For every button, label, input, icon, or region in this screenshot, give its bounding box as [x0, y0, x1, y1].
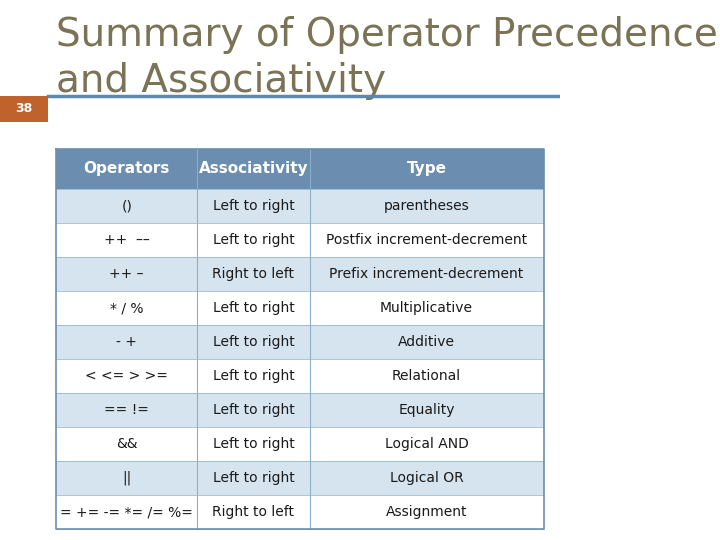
- FancyBboxPatch shape: [0, 96, 48, 122]
- Text: Left to right: Left to right: [212, 335, 294, 349]
- Text: Relational: Relational: [392, 369, 461, 383]
- Text: Right to left: Right to left: [212, 267, 294, 281]
- FancyBboxPatch shape: [56, 291, 544, 325]
- Text: Left to right: Left to right: [212, 233, 294, 247]
- Text: ||: ||: [122, 471, 131, 485]
- Text: Type: Type: [407, 161, 446, 176]
- Text: == !=: == !=: [104, 403, 149, 417]
- Text: * / %: * / %: [110, 301, 143, 315]
- Text: ++ –: ++ –: [109, 267, 144, 281]
- FancyBboxPatch shape: [56, 359, 544, 393]
- Text: Left to right: Left to right: [212, 437, 294, 451]
- Text: parentheses: parentheses: [384, 199, 469, 213]
- FancyBboxPatch shape: [56, 325, 544, 359]
- Text: (): (): [121, 199, 132, 213]
- Text: Left to right: Left to right: [212, 301, 294, 315]
- FancyBboxPatch shape: [56, 495, 544, 529]
- Text: Right to left: Right to left: [212, 505, 294, 519]
- Text: Multiplicative: Multiplicative: [380, 301, 473, 315]
- FancyBboxPatch shape: [56, 461, 544, 495]
- FancyBboxPatch shape: [56, 223, 544, 257]
- Text: Prefix increment-decrement: Prefix increment-decrement: [329, 267, 523, 281]
- Text: ++  ––: ++ ––: [104, 233, 150, 247]
- Text: Left to right: Left to right: [212, 199, 294, 213]
- Text: < <= > >=: < <= > >=: [85, 369, 168, 383]
- FancyBboxPatch shape: [56, 148, 544, 189]
- Text: Summary of Operator Precedence: Summary of Operator Precedence: [56, 16, 718, 54]
- Text: Left to right: Left to right: [212, 471, 294, 485]
- Text: and Associativity: and Associativity: [56, 62, 386, 100]
- Text: Left to right: Left to right: [212, 403, 294, 417]
- Text: Assignment: Assignment: [386, 505, 467, 519]
- Text: = += -= *= /= %=: = += -= *= /= %=: [60, 505, 193, 519]
- Text: Associativity: Associativity: [199, 161, 308, 176]
- Text: Additive: Additive: [398, 335, 455, 349]
- Text: Left to right: Left to right: [212, 369, 294, 383]
- Text: 38: 38: [15, 102, 32, 115]
- FancyBboxPatch shape: [56, 427, 544, 461]
- Text: - +: - +: [116, 335, 137, 349]
- Text: Equality: Equality: [398, 403, 455, 417]
- Text: Logical OR: Logical OR: [390, 471, 464, 485]
- Text: Logical AND: Logical AND: [384, 437, 469, 451]
- FancyBboxPatch shape: [56, 393, 544, 427]
- Text: Operators: Operators: [84, 161, 170, 176]
- FancyBboxPatch shape: [56, 189, 544, 223]
- Text: Postfix increment-decrement: Postfix increment-decrement: [326, 233, 527, 247]
- Text: &&: &&: [116, 437, 138, 451]
- FancyBboxPatch shape: [56, 257, 544, 291]
